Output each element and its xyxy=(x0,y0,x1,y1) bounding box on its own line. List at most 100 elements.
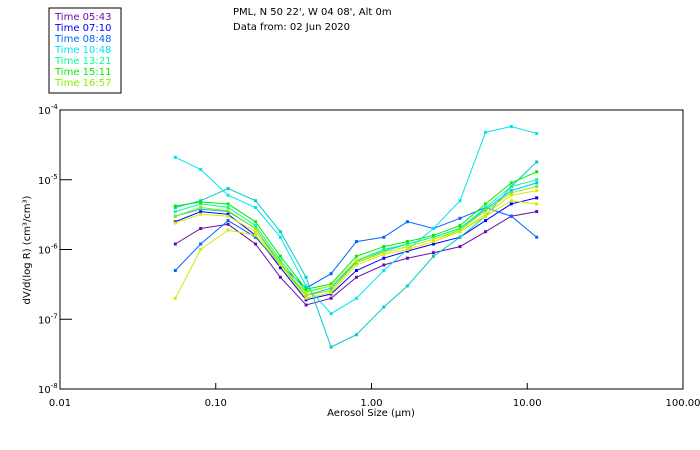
series-group xyxy=(173,125,539,349)
data-point xyxy=(405,242,409,246)
data-point xyxy=(199,212,203,216)
data-point xyxy=(458,235,462,239)
data-point xyxy=(458,228,462,232)
y-tick-label: 10-6 xyxy=(38,243,58,257)
data-point xyxy=(226,214,230,218)
legend-entry: Time 05:43 xyxy=(54,12,111,23)
data-point xyxy=(535,210,539,214)
data-point xyxy=(382,305,386,309)
y-tick-base: 10 xyxy=(38,176,51,187)
data-point xyxy=(458,230,462,234)
data-point xyxy=(226,186,230,190)
data-point xyxy=(458,216,462,220)
x-tick-label: 1.00 xyxy=(360,398,382,409)
data-point xyxy=(304,275,308,279)
data-point xyxy=(354,258,358,262)
y-tick-label: 10-7 xyxy=(38,312,58,326)
data-point xyxy=(509,189,513,193)
data-point xyxy=(199,207,203,211)
data-point xyxy=(509,214,513,218)
x-axis-label: Aerosol Size (µm) xyxy=(327,408,415,419)
data-point xyxy=(254,235,258,239)
data-point xyxy=(509,199,513,203)
data-point xyxy=(382,235,386,239)
data-point xyxy=(382,256,386,260)
data-point xyxy=(535,170,539,174)
data-point xyxy=(509,185,513,189)
data-point xyxy=(329,291,333,295)
data-point xyxy=(254,224,258,228)
data-point xyxy=(535,178,539,182)
data-point xyxy=(382,263,386,267)
data-point xyxy=(458,245,462,249)
data-point xyxy=(173,242,177,246)
data-point xyxy=(431,235,435,239)
data-point xyxy=(304,284,308,288)
data-point xyxy=(535,189,539,193)
data-point xyxy=(199,210,203,214)
data-point xyxy=(405,284,409,288)
y-tick-exp: -4 xyxy=(51,103,59,111)
y-tick-label: 10-5 xyxy=(38,173,58,187)
header-location: PML, N 50 22', W 04 08', Alt 0m xyxy=(233,7,392,18)
data-point xyxy=(173,221,177,225)
series-12:10 xyxy=(173,181,539,297)
data-point xyxy=(382,268,386,272)
data-point xyxy=(254,242,258,246)
y-tick-exp: -7 xyxy=(51,312,58,320)
data-point xyxy=(278,235,282,239)
data-point xyxy=(535,181,539,185)
data-point xyxy=(535,196,539,200)
series-05:43 xyxy=(173,210,539,307)
y-axis-label: dV/d(log R) (cm³/cm³) xyxy=(22,195,33,304)
data-point xyxy=(278,275,282,279)
data-point xyxy=(329,272,333,276)
x-tick-label: 100.00 xyxy=(666,398,700,409)
data-point xyxy=(199,227,203,231)
data-point xyxy=(484,206,488,210)
data-point xyxy=(304,296,308,300)
data-point xyxy=(484,230,488,234)
data-point xyxy=(382,252,386,256)
data-point xyxy=(199,202,203,206)
x-tick-label: 10.00 xyxy=(513,398,542,409)
data-point xyxy=(226,222,230,226)
y-tick-label: 10-8 xyxy=(38,382,58,396)
legend-entry: Time 08:48 xyxy=(54,34,111,45)
data-point xyxy=(382,248,386,251)
data-point xyxy=(226,193,230,197)
data-point xyxy=(278,230,282,234)
data-point xyxy=(173,155,177,159)
data-point xyxy=(484,202,488,206)
data-point xyxy=(254,220,258,224)
y-tick-exp: -5 xyxy=(51,173,58,181)
data-point xyxy=(431,251,435,255)
y-tick-exp: -8 xyxy=(51,382,58,390)
data-point xyxy=(484,219,488,223)
data-point xyxy=(173,210,177,214)
data-point xyxy=(431,240,435,244)
data-point xyxy=(535,185,539,189)
data-point xyxy=(173,204,177,208)
data-point xyxy=(278,258,282,262)
data-point xyxy=(509,191,513,195)
data-point xyxy=(354,240,358,244)
data-point xyxy=(535,160,539,164)
data-point xyxy=(278,266,282,270)
data-point xyxy=(382,251,386,255)
data-point xyxy=(458,227,462,231)
data-point xyxy=(484,214,488,218)
data-point xyxy=(405,248,409,251)
data-point xyxy=(458,224,462,228)
data-point xyxy=(354,275,358,279)
data-point xyxy=(509,193,513,197)
series-16:00 xyxy=(173,189,539,300)
legend-entry: Time 16:57 xyxy=(54,78,111,89)
series-10:48 xyxy=(173,125,539,316)
legend-box xyxy=(48,7,122,94)
data-point xyxy=(329,312,333,316)
data-point xyxy=(354,263,358,267)
data-point xyxy=(484,209,488,213)
series-15:11 xyxy=(173,170,539,291)
